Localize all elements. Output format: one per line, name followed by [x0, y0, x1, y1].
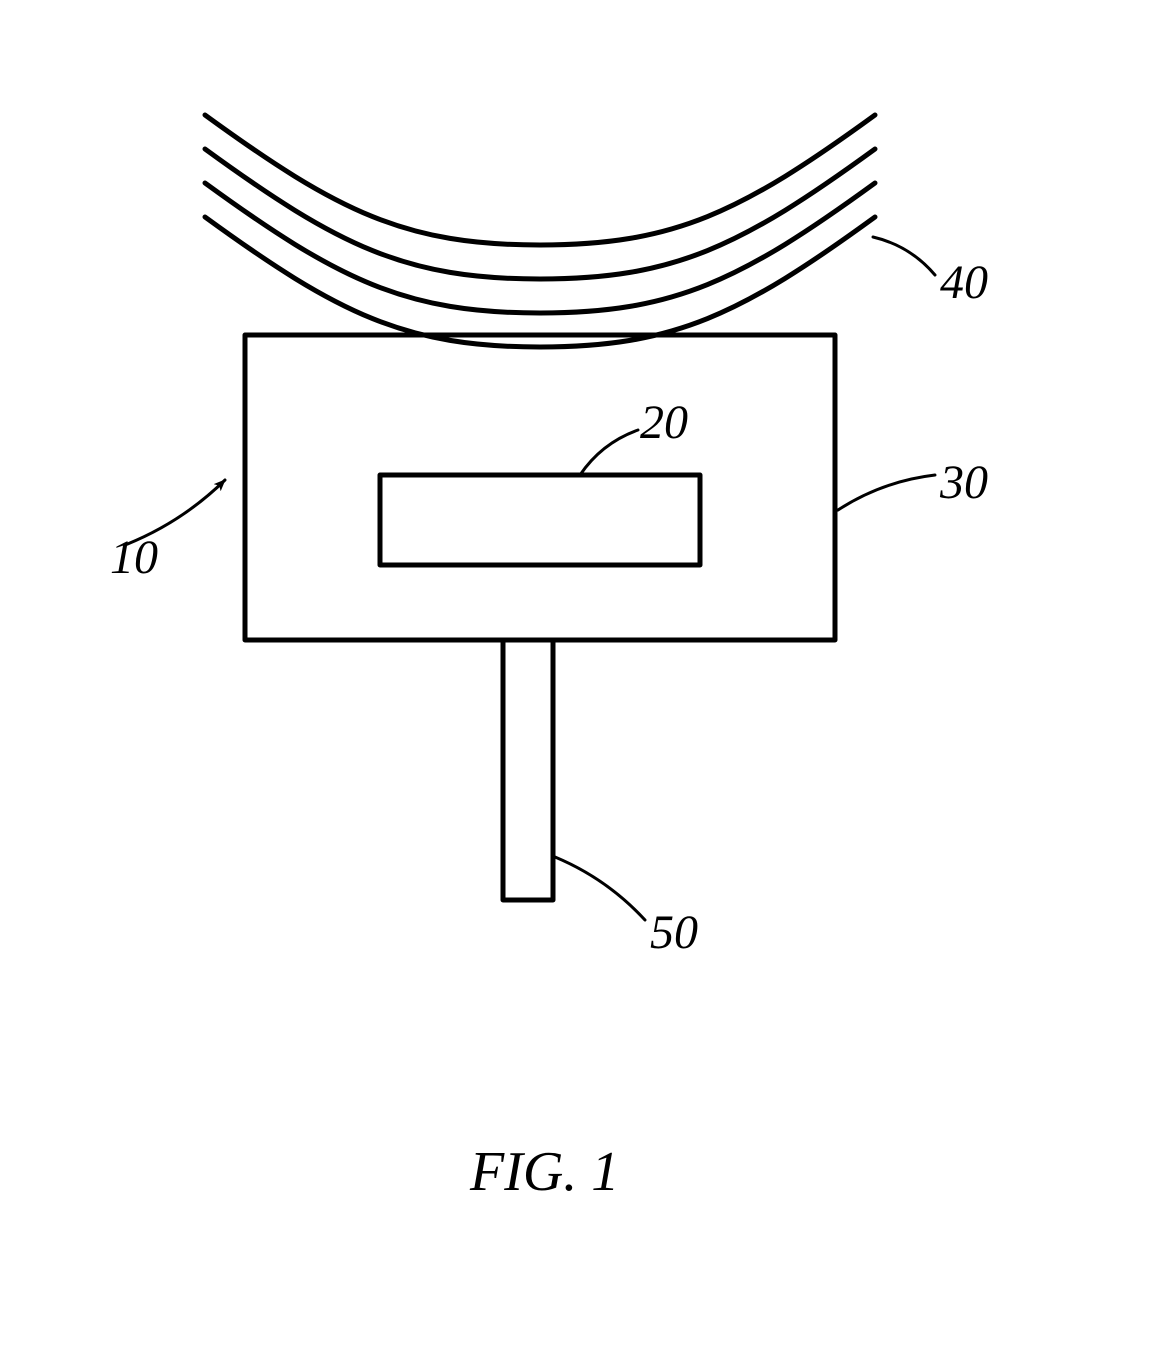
- wave-lines: [205, 115, 875, 347]
- wave-line: [205, 183, 875, 313]
- wave-line: [205, 115, 875, 245]
- outer-rectangle: [245, 335, 835, 640]
- leader-line: [838, 475, 935, 510]
- label-20: 20: [640, 395, 688, 450]
- wave-line: [205, 217, 875, 347]
- leader-line: [580, 430, 638, 475]
- label-10: 10: [110, 530, 158, 585]
- label-40: 40: [940, 255, 988, 310]
- wave-line: [205, 149, 875, 279]
- label-30: 30: [940, 455, 988, 510]
- figure-caption: FIG. 1: [470, 1140, 619, 1204]
- label-50: 50: [650, 905, 698, 960]
- stem-rectangle: [503, 640, 553, 900]
- inner-rectangle: [380, 475, 700, 565]
- leader-line: [555, 857, 645, 920]
- leader-line: [873, 237, 935, 275]
